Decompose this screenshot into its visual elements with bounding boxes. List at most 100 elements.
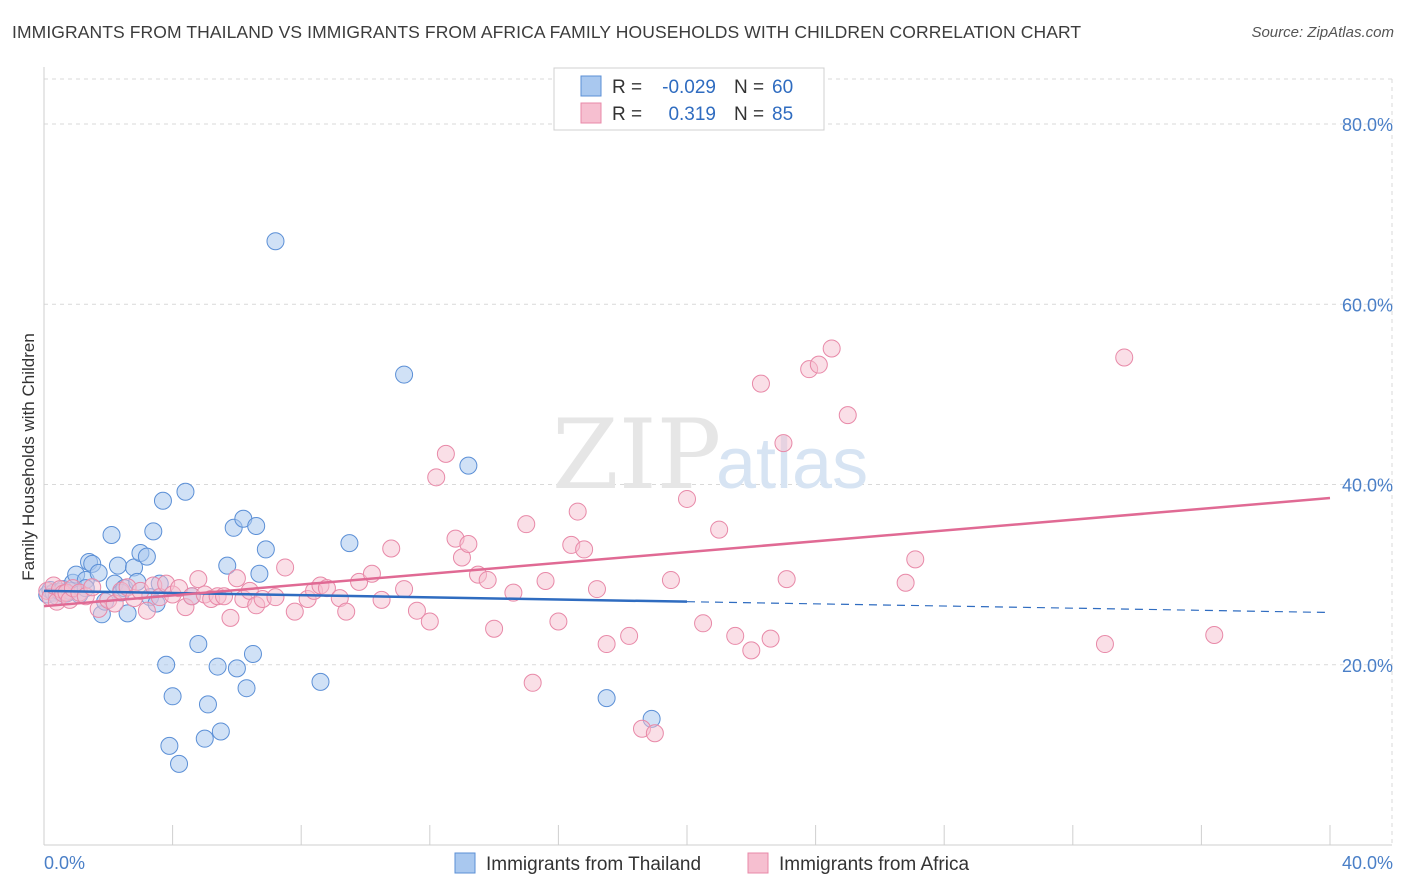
data-point-thailand [189, 635, 208, 654]
data-point-thailand [247, 516, 266, 535]
data-point-africa [751, 374, 770, 393]
data-point-africa [395, 580, 414, 599]
data-point-africa [822, 339, 841, 358]
data-point-thailand [198, 695, 217, 714]
data-point-africa [407, 601, 426, 620]
y-tick-label: 60.0% [1342, 295, 1393, 315]
data-point-africa [350, 572, 369, 591]
trend-lines [43, 496, 1331, 614]
data-point-africa [427, 468, 446, 487]
data-point-thailand [108, 556, 127, 575]
watermark-atlas: atlas [716, 424, 868, 504]
data-point-africa [536, 571, 555, 590]
y-tick-label: 40.0% [1342, 476, 1393, 496]
data-point-africa [459, 535, 478, 554]
data-point-africa [276, 558, 295, 577]
data-point-thailand [597, 689, 616, 708]
data-point-africa [382, 539, 401, 558]
data-point-thailand [118, 604, 137, 623]
data-point-africa [436, 444, 455, 463]
data-point-africa [896, 573, 915, 592]
data-point-africa [809, 355, 828, 374]
data-point-thailand [102, 525, 121, 544]
data-point-africa [549, 612, 568, 631]
data-point-africa [337, 602, 356, 621]
trend-line-thailand-extrapolated [686, 601, 1331, 614]
x-tick-label: 0.0% [44, 853, 85, 873]
data-point-thailand [340, 534, 359, 553]
legend-swatch-africa [580, 102, 602, 124]
data-point-thailand [395, 365, 414, 384]
data-point-africa [726, 626, 745, 645]
data-point-thailand [137, 547, 156, 566]
data-point-thailand [459, 456, 478, 475]
legend-r-value-thailand: -0.029 [662, 77, 716, 98]
data-point-africa [661, 571, 680, 590]
ticks: 20.0% 40.0% 60.0% 80.0% 0.0% 40.0% [44, 115, 1393, 873]
legend-r-value-africa: 0.319 [668, 104, 716, 125]
trend-line-africa [43, 496, 1331, 608]
data-point-africa [1205, 626, 1224, 645]
data-point-thailand [250, 564, 269, 583]
legend-n-value-thailand: 60 [772, 77, 793, 98]
data-point-africa [478, 571, 497, 590]
data-point-africa [645, 724, 664, 743]
data-point-thailand [227, 659, 246, 678]
legend-r-label-thailand: R = [612, 77, 642, 98]
legend-n-label-thailand: N = [734, 77, 764, 98]
data-point-africa [285, 602, 304, 621]
legend-n-value-africa: 85 [772, 104, 793, 125]
data-point-africa [742, 641, 761, 660]
data-point-thailand [195, 729, 214, 748]
y-tick-label: 80.0% [1342, 115, 1393, 135]
legend-n-label-africa: N = [734, 104, 764, 125]
watermark-zip: ZIP [552, 399, 721, 511]
chart-title: IMMIGRANTS FROM THAILAND VS IMMIGRANTS F… [12, 22, 1082, 42]
bottom-legend: Immigrants from Thailand Immigrants from… [454, 852, 969, 875]
data-point-thailand [218, 556, 237, 575]
data-point-africa [587, 580, 606, 599]
legend-r-label-africa: R = [612, 104, 642, 125]
data-point-thailand [144, 522, 163, 541]
data-point-africa [710, 520, 729, 539]
data-point-thailand [163, 687, 182, 706]
y-tick-label: 20.0% [1342, 656, 1393, 676]
series-africa-points [38, 339, 1224, 743]
x-tick-label: 40.0% [1342, 853, 1393, 873]
data-point-africa [266, 588, 285, 607]
legend-box: R = -0.029 N = 60 R = 0.319 N = 85 [553, 67, 825, 131]
data-point-africa [1115, 348, 1134, 367]
data-point-africa [221, 608, 240, 627]
bottom-legend-label-thailand: Immigrants from Thailand [486, 854, 701, 875]
data-point-thailand [266, 232, 285, 251]
data-point-thailand [176, 482, 195, 501]
data-point-africa [761, 629, 780, 648]
data-point-africa [774, 434, 793, 453]
data-point-africa [694, 614, 713, 633]
data-point-africa [523, 673, 542, 692]
data-point-africa [1095, 635, 1114, 654]
data-point-africa [485, 619, 504, 638]
data-point-thailand [153, 491, 172, 510]
source-label: Source: ZipAtlas.com [1251, 24, 1394, 41]
bottom-legend-label-africa: Immigrants from Africa [779, 854, 969, 875]
data-point-africa [504, 583, 523, 602]
data-point-thailand [160, 736, 179, 755]
data-point-africa [372, 590, 391, 609]
axes [43, 67, 1392, 846]
data-point-africa [777, 570, 796, 589]
data-point-thailand [208, 657, 227, 676]
data-point-thailand [170, 754, 189, 773]
data-point-africa [137, 601, 156, 620]
data-point-africa [517, 515, 536, 534]
trend-line-thailand [43, 589, 688, 603]
y-axis-label: Family Households with Children [19, 333, 38, 581]
data-point-thailand [256, 540, 275, 559]
data-point-thailand [311, 672, 330, 691]
data-point-africa [575, 540, 594, 559]
data-point-africa [568, 502, 587, 521]
data-point-africa [597, 635, 616, 654]
watermark: ZIP atlas [552, 399, 868, 511]
bottom-legend-swatch-africa [747, 852, 769, 874]
